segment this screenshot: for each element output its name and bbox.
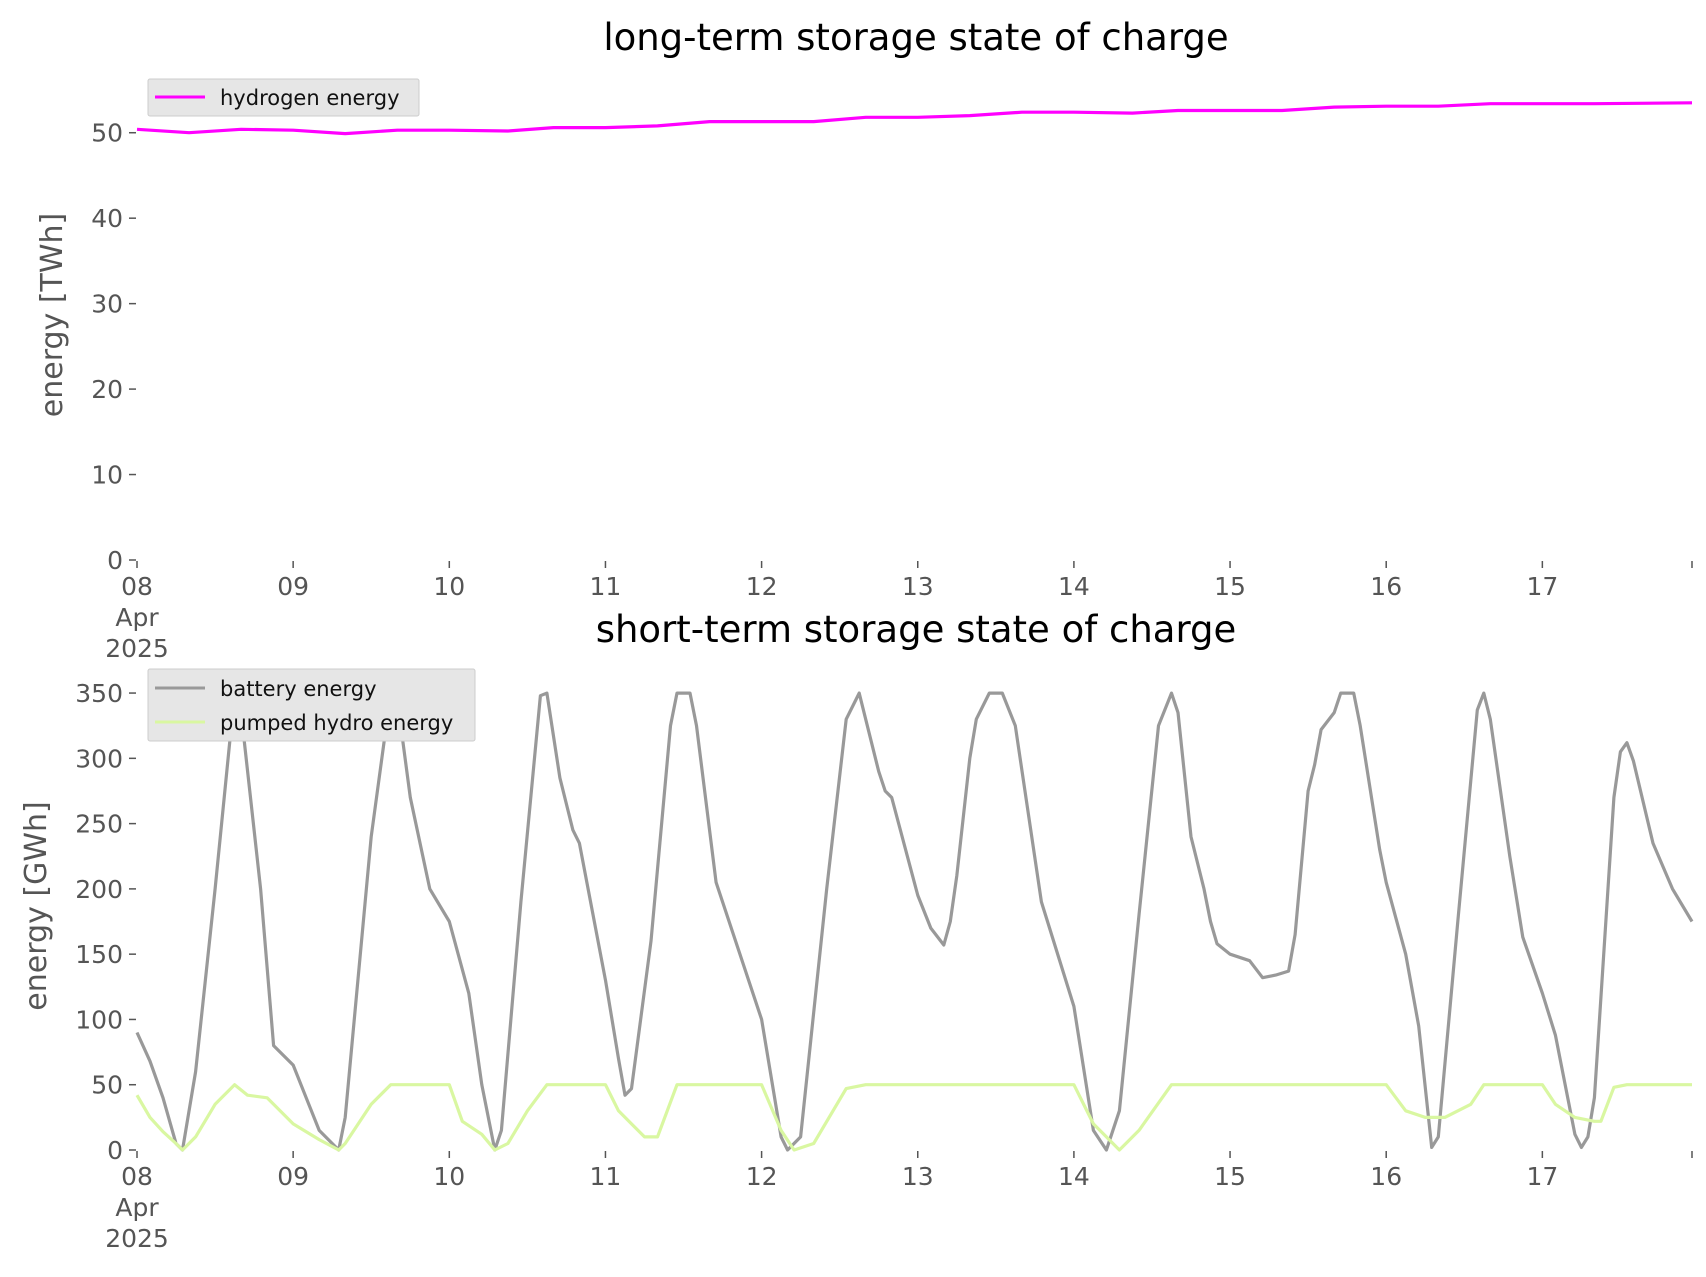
legend-label-pumped-hydro: pumped hydro energy	[220, 711, 453, 735]
plot-area	[135, 691, 1694, 1152]
legend-label-battery: battery energy	[220, 677, 377, 701]
x-tick-label: 14	[1058, 1162, 1090, 1191]
x-tick-label: 16	[1370, 572, 1402, 601]
x-tick-label: 10	[433, 1162, 465, 1191]
x-tick-label: 12	[746, 572, 778, 601]
legend-box	[147, 78, 420, 117]
legend-label-hydrogen: hydrogen energy	[220, 86, 400, 110]
x-tick-label: 15	[1214, 1162, 1246, 1191]
y-tick-label: 0	[107, 546, 123, 575]
x-tick-label: 11	[590, 1162, 622, 1191]
y-tick-label: 40	[91, 204, 123, 233]
legend: battery energy pumped hydro energy	[147, 668, 476, 742]
x-tick-label: 15	[1214, 572, 1246, 601]
y-tick-label: 20	[91, 375, 123, 404]
x-tick-label: 14	[1058, 572, 1090, 601]
x-tick-label: 12	[746, 1162, 778, 1191]
y-tick-label: 200	[75, 875, 123, 904]
y-tick-label: 0	[107, 1136, 123, 1165]
series-line-battery-energy	[135, 691, 1694, 1152]
plot-area	[136, 101, 1693, 136]
short-term-panel: short-term storage state of charge energ…	[19, 608, 1694, 1253]
legend: hydrogen energy	[147, 78, 420, 117]
x-tick-label: 09	[277, 572, 309, 601]
x-tick-label: 13	[902, 1162, 934, 1191]
x-tick-label: 17	[1526, 1162, 1558, 1191]
x-tick-label: Apr	[115, 1193, 159, 1222]
x-tick-label: 10	[433, 572, 465, 601]
x-tick-label: 11	[590, 572, 622, 601]
series-line-pumped-hydro-energy	[135, 1083, 1692, 1152]
x-tick-label: 09	[277, 1162, 309, 1191]
y-axis-label: energy [GWh]	[19, 801, 54, 1010]
long-term-panel: long-term storage state of charge energy…	[35, 16, 1693, 663]
x-tick-label: 2025	[105, 1224, 169, 1253]
x-tick-label: 08	[121, 572, 153, 601]
x-tick-label: 17	[1526, 572, 1558, 601]
y-tick-label: 300	[75, 744, 123, 773]
x-tick-label: 16	[1370, 1162, 1402, 1191]
y-tick-label: 50	[91, 119, 123, 148]
x-tick-label: 08	[121, 1162, 153, 1191]
x-tick-label: Apr	[115, 603, 159, 632]
y-tick-label: 50	[91, 1071, 123, 1100]
x-tick-label: 13	[902, 572, 934, 601]
y-tick-label: 350	[75, 679, 123, 708]
y-tick-label: 250	[75, 810, 123, 839]
y-tick-label: 10	[91, 461, 123, 490]
y-tick-label: 30	[91, 290, 123, 319]
series-line-hydrogen-energy	[136, 101, 1693, 136]
y-axis-label: energy [TWh]	[35, 213, 70, 417]
y-tick-label: 150	[75, 940, 123, 969]
y-tick-label: 100	[75, 1005, 123, 1034]
chart-title: long-term storage state of charge	[603, 16, 1228, 59]
x-tick-label: 2025	[105, 634, 169, 663]
chart-title: short-term storage state of charge	[596, 608, 1237, 651]
legend-box	[147, 668, 476, 742]
